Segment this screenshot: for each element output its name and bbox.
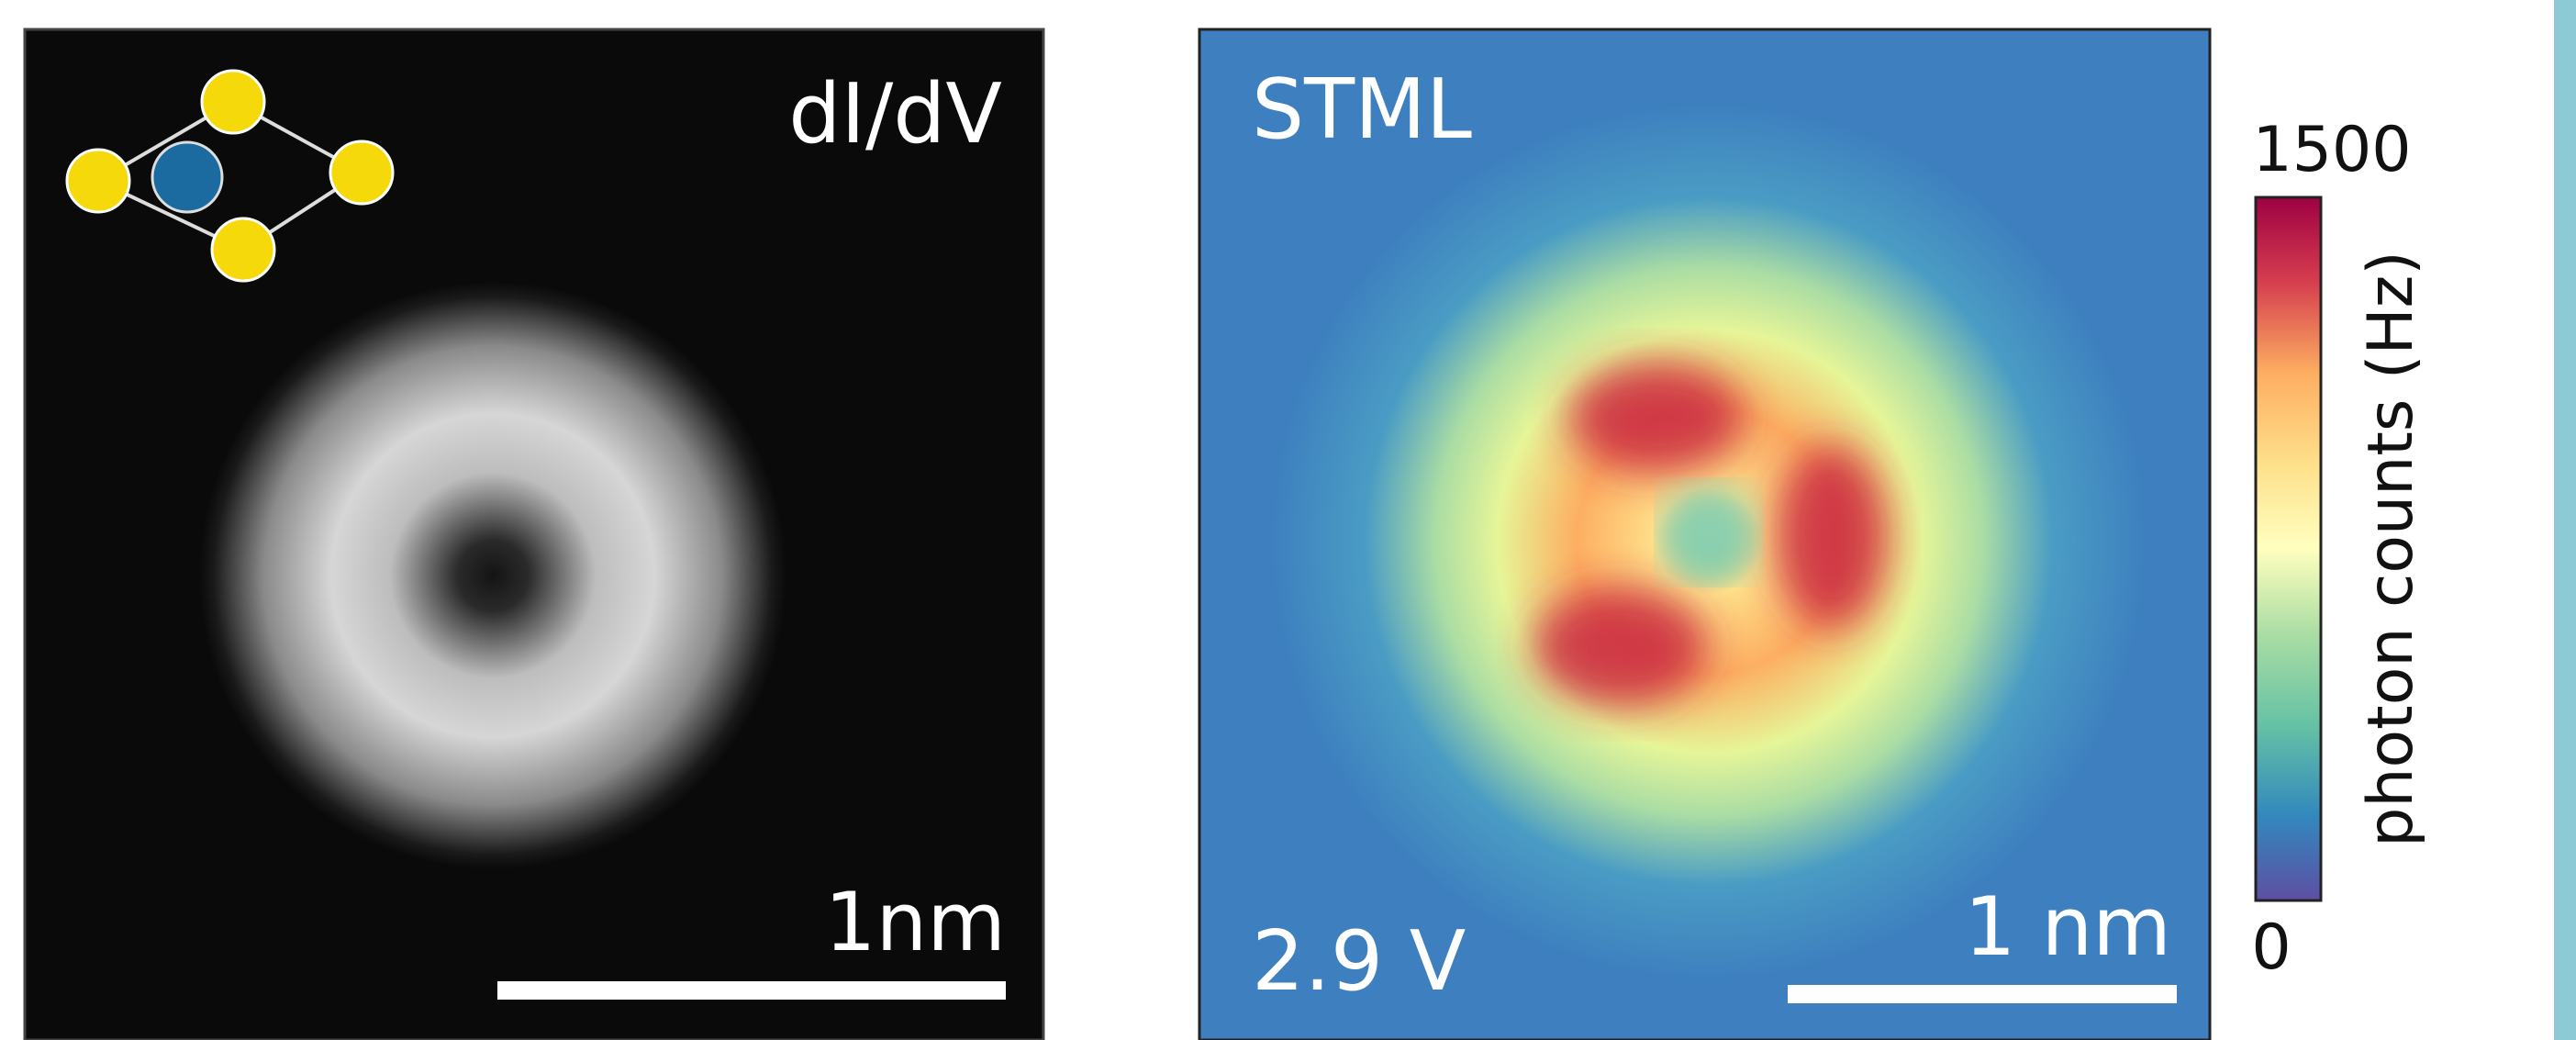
colorbar-max: 1500: [2252, 114, 2411, 186]
scale-bar-label: 1 nm: [1965, 879, 2171, 974]
panel-label: STML: [1252, 62, 1472, 158]
panel-label: dI/dV: [788, 66, 1002, 162]
scale-bar: [497, 981, 1006, 1000]
page: dI/dV 1nm STML 2.9 V 1 nm 1500 0 photon …: [0, 0, 2576, 1040]
scale-bar: [1788, 985, 2177, 1003]
colorbar-min: 0: [2251, 911, 2291, 984]
scale-bar-label: 1nm: [825, 875, 1006, 969]
colorbar-label: photon counts (Hz): [2355, 251, 2427, 847]
colorbar: [2256, 197, 2321, 900]
edge-strip: [2554, 0, 2576, 1040]
figure: dI/dV 1nm STML 2.9 V 1 nm 1500 0 photon …: [0, 0, 2576, 1040]
voltage-label: 2.9 V: [1252, 913, 1466, 1010]
